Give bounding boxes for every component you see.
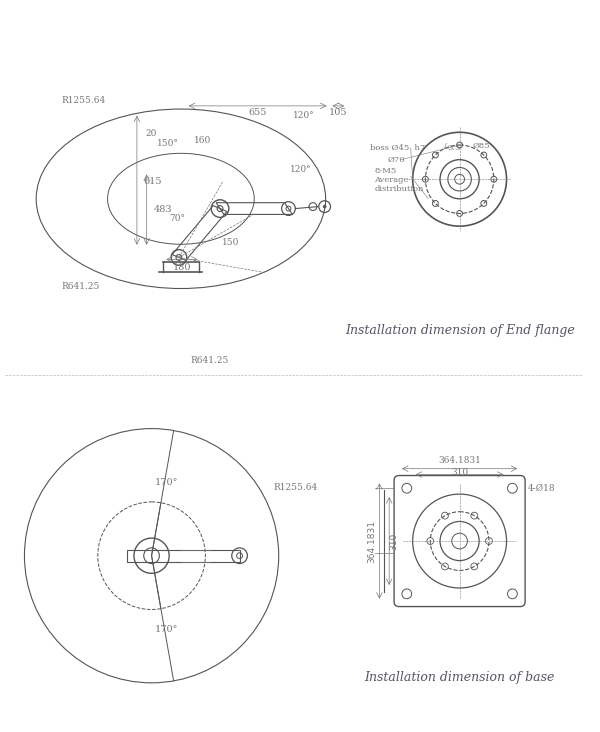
Text: 3.5: 3.5 xyxy=(448,144,461,152)
Text: 150: 150 xyxy=(222,239,239,247)
Text: 120°: 120° xyxy=(293,111,315,120)
Text: 170°: 170° xyxy=(155,478,178,487)
Text: 615: 615 xyxy=(144,176,162,186)
Text: /: / xyxy=(444,142,447,150)
Text: 310: 310 xyxy=(389,532,398,550)
Text: 4-Ø18: 4-Ø18 xyxy=(528,484,556,493)
Text: Installation dimension of base: Installation dimension of base xyxy=(364,671,555,684)
Text: 483: 483 xyxy=(154,205,172,214)
Text: Ø70: Ø70 xyxy=(387,156,405,164)
Text: 310: 310 xyxy=(451,468,468,477)
Text: R1255.64: R1255.64 xyxy=(62,97,106,105)
Text: Ø85: Ø85 xyxy=(472,142,490,150)
Text: 8-M5: 8-M5 xyxy=(374,168,397,176)
Text: 150°: 150° xyxy=(157,138,178,148)
Text: Installation dimension of End flange: Installation dimension of End flange xyxy=(345,324,574,337)
Text: 364.1831: 364.1831 xyxy=(438,456,481,466)
Text: 160: 160 xyxy=(194,135,211,145)
Text: R641.25: R641.25 xyxy=(191,356,229,365)
Text: 364.1831: 364.1831 xyxy=(367,520,376,562)
Text: 20: 20 xyxy=(146,129,157,138)
Text: boss Ø45  h7: boss Ø45 h7 xyxy=(370,144,425,152)
Text: R1255.64: R1255.64 xyxy=(274,483,318,492)
Text: 180: 180 xyxy=(173,263,191,272)
Text: R641.25: R641.25 xyxy=(62,283,100,291)
Text: 655: 655 xyxy=(248,108,266,117)
Text: 170°: 170° xyxy=(155,624,178,634)
Text: distribution: distribution xyxy=(374,185,424,193)
Text: 120°: 120° xyxy=(290,165,312,174)
Text: 105: 105 xyxy=(329,108,347,117)
Text: 70°: 70° xyxy=(169,214,185,223)
Circle shape xyxy=(323,205,326,208)
Text: Average: Average xyxy=(374,176,409,184)
